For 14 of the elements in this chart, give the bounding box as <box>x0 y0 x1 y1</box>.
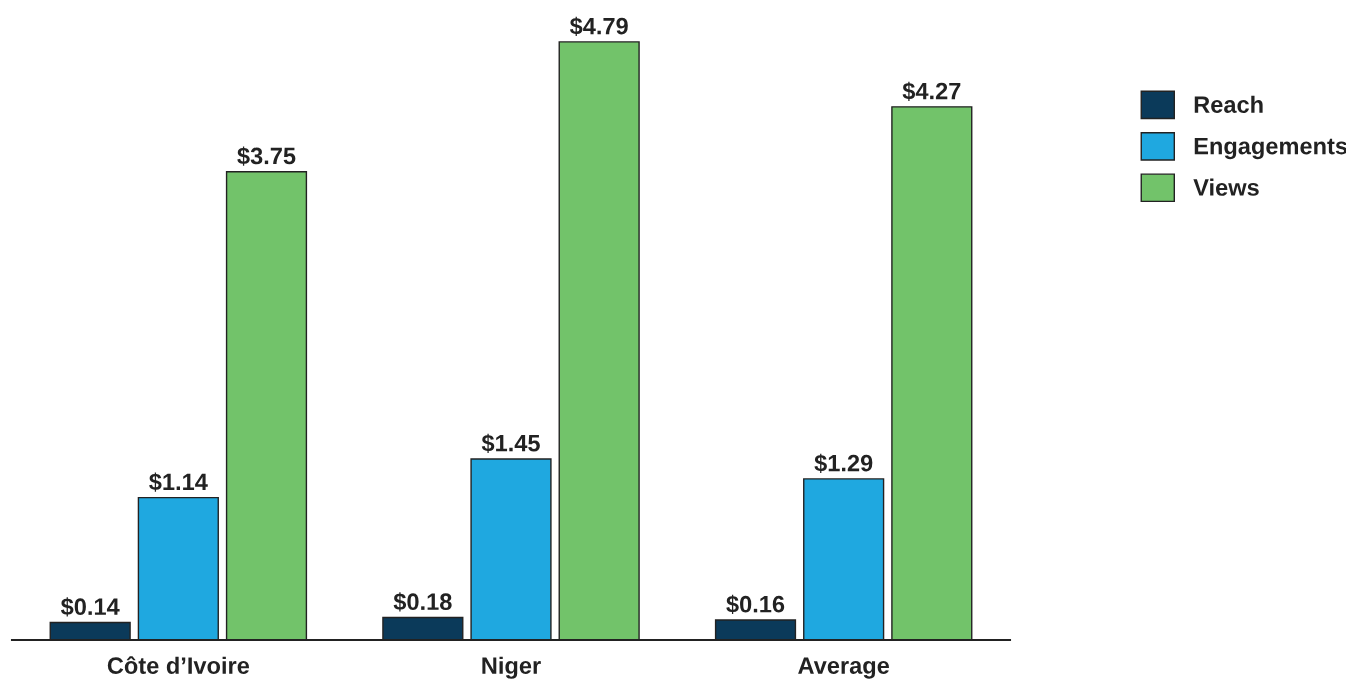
data-label: $0.18 <box>393 592 452 612</box>
data-label: $3.75 <box>237 146 296 166</box>
legend-label: Reach <box>1194 95 1263 113</box>
data-label: $4.79 <box>569 16 628 36</box>
data-label: $1.45 <box>481 433 540 454</box>
data-label: $0.14 <box>60 597 120 617</box>
data-label: $0.16 <box>726 594 785 615</box>
x-tick-label: Niger <box>482 656 541 679</box>
legend-label: Views <box>1193 178 1259 196</box>
data-label: $1.14 <box>149 472 208 492</box>
data-label: $4.27 <box>902 81 961 101</box>
x-tick-label: Côte d’Ivoire <box>107 656 250 675</box>
data-label: $1.29 <box>814 453 873 473</box>
x-tick-label: Average <box>798 657 890 679</box>
